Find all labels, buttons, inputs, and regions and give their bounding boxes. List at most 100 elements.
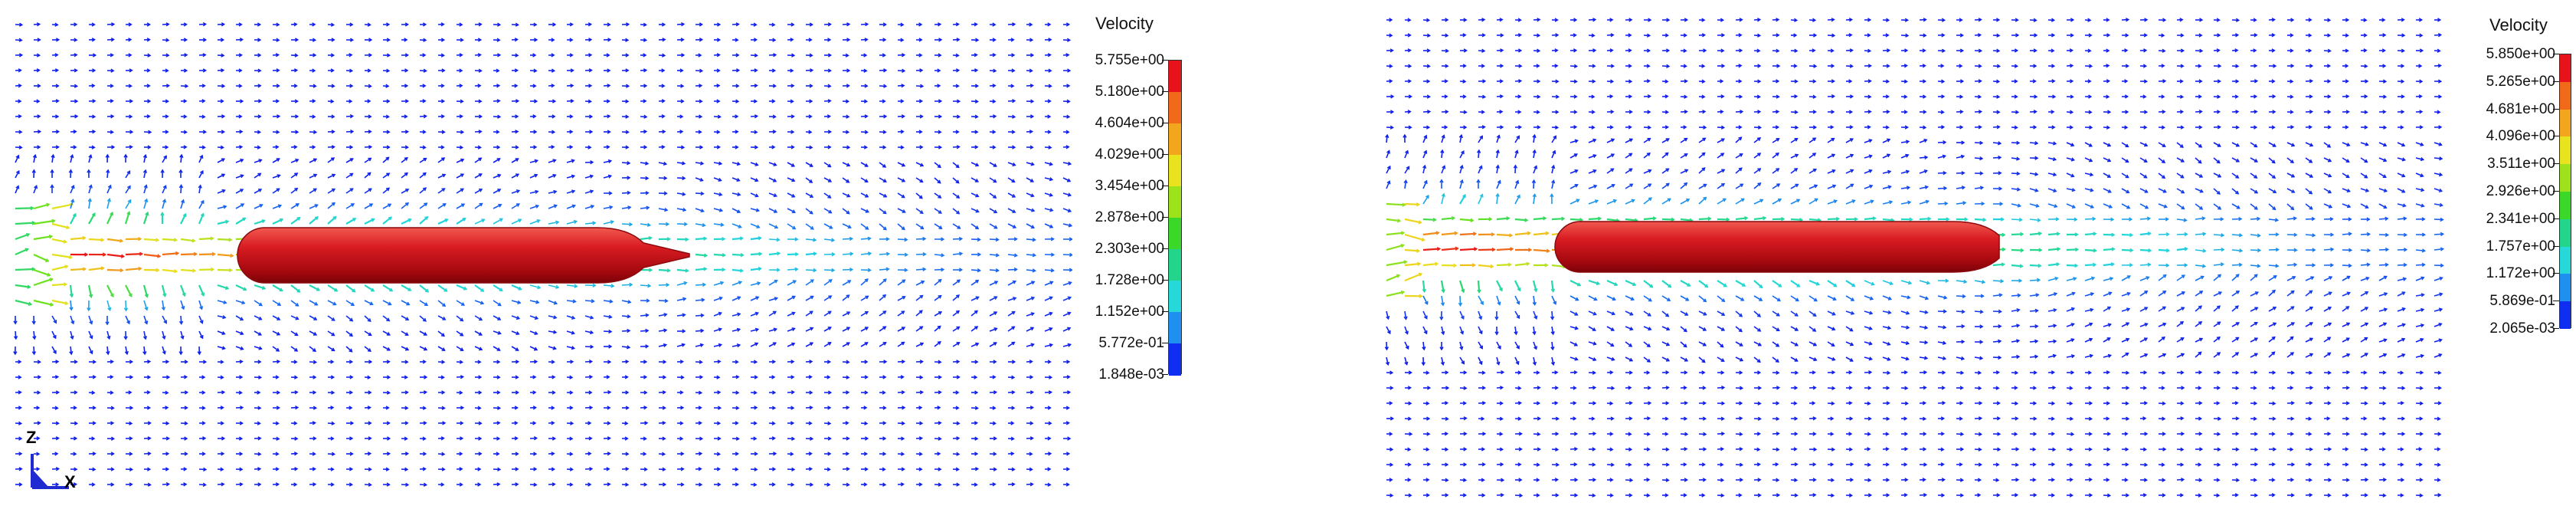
velocity-arrowhead (1066, 99, 1071, 103)
velocity-arrowhead (882, 179, 887, 182)
velocity-arrowhead (1537, 94, 1541, 99)
velocity-vector (1772, 168, 1779, 174)
velocity-arrowhead (349, 452, 354, 456)
velocity-arrowhead (367, 452, 372, 456)
velocity-arrowhead (1554, 48, 1559, 53)
velocity-vector (290, 172, 298, 179)
velocity-arrowhead (2180, 125, 2185, 130)
velocity-arrowhead (1537, 48, 1541, 53)
velocity-arrowhead (2382, 174, 2387, 179)
velocity-arrowhead (147, 99, 152, 103)
velocity-arrowhead (367, 68, 372, 73)
velocity-arrowhead (2106, 94, 2110, 99)
velocity-arrowhead (1683, 33, 1687, 38)
velocity-arrowhead (238, 436, 244, 441)
velocity-arrowhead (771, 421, 776, 425)
velocity-vector (823, 223, 833, 229)
velocity-arrowhead (2051, 33, 2056, 38)
velocity-arrowhead (1720, 79, 1724, 84)
velocity-arrowhead (532, 421, 537, 425)
velocity-arrowhead (331, 347, 336, 352)
velocity-arrowhead (275, 145, 280, 149)
velocity-arrowhead (2070, 173, 2075, 178)
velocity-arrowhead (993, 68, 997, 73)
velocity-arrowhead (1065, 130, 1070, 134)
velocity-arrowhead (2327, 33, 2332, 38)
velocity-vector (879, 326, 886, 332)
velocity-arrowhead (918, 130, 923, 134)
velocity-arrowhead (2087, 48, 2092, 53)
velocity-vector (15, 284, 31, 288)
velocity-arrowhead (1905, 33, 1910, 38)
velocity-arrowhead (1701, 152, 1706, 156)
velocity-vector (88, 346, 93, 354)
velocity-arrowhead (553, 315, 558, 320)
velocity-arrowhead (753, 436, 758, 441)
velocity-arrowhead (771, 406, 777, 410)
velocity-vector (2084, 157, 2093, 163)
velocity-arrowhead (496, 482, 501, 487)
velocity-arrowhead (1066, 178, 1072, 182)
velocity-vector (676, 192, 686, 195)
velocity-vector (897, 341, 905, 347)
velocity-vector (290, 284, 301, 293)
velocity-arrowhead (276, 331, 281, 336)
velocity-arrowhead (1886, 48, 1891, 53)
velocity-arrowhead (146, 22, 151, 27)
velocity-arrowhead (2034, 172, 2039, 176)
velocity-arrowhead (1959, 94, 1964, 99)
velocity-arrowhead (13, 320, 18, 325)
velocity-vector (1044, 177, 1052, 181)
velocity-arrowhead (955, 164, 960, 169)
velocity-arrowhead (13, 351, 18, 356)
velocity-arrowhead (498, 203, 502, 208)
velocity-vector (33, 219, 55, 225)
velocity-arrowhead (36, 452, 41, 456)
velocity-vector (2231, 172, 2239, 179)
velocity-vector (143, 169, 146, 179)
velocity-arrowhead (182, 292, 186, 297)
velocity-arrowhead (423, 452, 427, 456)
velocity-arrowhead (754, 327, 760, 332)
velocity-arrowhead (646, 222, 652, 228)
velocity-arrowhead (808, 375, 813, 379)
velocity-arrowhead (257, 22, 262, 27)
velocity-vector (952, 223, 961, 229)
velocity-vector (768, 162, 777, 166)
velocity-vector (2415, 172, 2424, 177)
velocity-arrowhead (1426, 64, 1431, 68)
velocity-arrowhead (314, 216, 319, 221)
velocity-arrowhead (174, 269, 178, 274)
velocity-arrowhead (809, 310, 813, 315)
velocity-arrowhead (73, 482, 78, 487)
velocity-arrowhead (1066, 390, 1072, 395)
velocity-vector (345, 330, 353, 337)
velocity-vector (971, 343, 979, 347)
velocity-arrowhead (48, 235, 54, 239)
velocity-arrowhead (682, 176, 686, 181)
velocity-vector (2434, 142, 2442, 146)
velocity-arrowhead (496, 360, 501, 364)
velocity-vector (1007, 297, 1016, 301)
velocity-arrowhead (1720, 125, 1726, 130)
velocity-arrowhead (1573, 48, 1578, 53)
velocity-vector (989, 327, 997, 332)
velocity-arrowhead (496, 421, 501, 425)
velocity-vector (897, 162, 905, 167)
velocity-arrowhead (1067, 436, 1072, 441)
velocity-arrowhead (2217, 143, 2221, 147)
velocity-arrowhead (49, 278, 54, 282)
velocity-arrowhead (69, 351, 74, 356)
velocity-arrowhead (1011, 467, 1016, 471)
velocity-vector (732, 328, 740, 332)
velocity-arrowhead (179, 153, 184, 158)
velocity-arrowhead (828, 279, 833, 283)
velocity-arrowhead (2124, 79, 2129, 84)
velocity-arrowhead (919, 68, 924, 73)
velocity-arrowhead (1440, 149, 1445, 153)
velocity-arrowhead (105, 153, 110, 158)
velocity-arrowhead (459, 390, 463, 395)
velocity-arrowhead (199, 169, 204, 175)
velocity-arrowhead (515, 130, 519, 134)
velocity-vector (2213, 142, 2221, 147)
